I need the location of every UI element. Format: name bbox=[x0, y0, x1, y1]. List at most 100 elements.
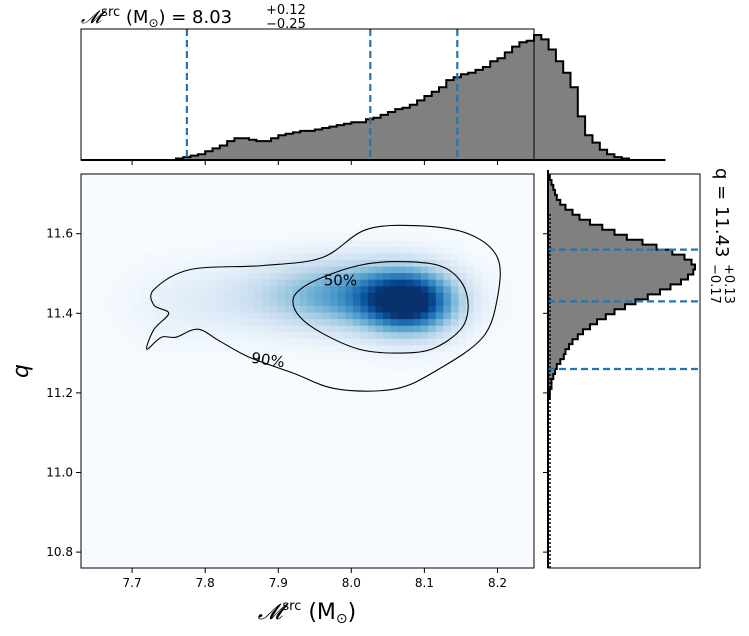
heatmap-cell bbox=[247, 318, 256, 326]
heatmap-cell bbox=[390, 364, 399, 372]
heatmap-cell bbox=[247, 233, 256, 241]
heatmap-cell bbox=[247, 298, 256, 306]
heatmap-cell bbox=[209, 285, 218, 293]
heatmap-cell bbox=[254, 259, 263, 267]
heatmap-cell bbox=[307, 252, 316, 260]
heatmap-cell bbox=[322, 252, 331, 260]
heatmap-cell bbox=[398, 246, 407, 254]
heatmap-cell bbox=[337, 259, 346, 267]
heatmap-cell bbox=[375, 246, 384, 254]
heatmap-cell bbox=[367, 357, 377, 366]
heatmap-cell bbox=[496, 318, 505, 326]
heatmap-cell bbox=[247, 239, 256, 247]
heatmap-cell bbox=[292, 272, 301, 280]
heatmap-cell bbox=[194, 246, 203, 254]
heatmap-cell bbox=[352, 325, 361, 333]
heatmap-cell bbox=[292, 285, 301, 293]
heatmap-cell bbox=[292, 344, 301, 352]
heatmap-cell bbox=[337, 344, 346, 352]
heatmap-cell bbox=[337, 311, 346, 320]
heatmap-cell bbox=[164, 298, 173, 306]
heatmap-cell bbox=[209, 311, 218, 320]
heatmap-cell bbox=[315, 331, 324, 339]
heatmap-cell bbox=[224, 351, 233, 359]
heatmap-cell bbox=[232, 311, 241, 320]
heatmap-cell bbox=[300, 318, 309, 326]
heatmap-cell bbox=[435, 357, 444, 366]
heatmap-cell bbox=[141, 338, 150, 346]
heatmap-cell bbox=[148, 305, 158, 313]
heatmap-cell bbox=[179, 246, 188, 254]
heatmap-cell bbox=[232, 252, 241, 260]
heatmap-cell bbox=[330, 265, 339, 274]
heatmap-cell bbox=[398, 325, 407, 333]
heatmap-cell bbox=[179, 272, 188, 280]
heatmap-cell bbox=[503, 311, 512, 320]
heatmap-cell bbox=[503, 305, 512, 313]
heatmap-cell bbox=[390, 338, 399, 346]
heatmap-cell bbox=[254, 325, 263, 333]
heatmap-cell bbox=[307, 292, 316, 300]
heatmap-cell bbox=[398, 285, 407, 293]
heatmap-cell bbox=[360, 318, 369, 326]
heatmap-cell bbox=[458, 265, 467, 274]
y-marginal-title-minus: −0.17 bbox=[707, 264, 722, 304]
heatmap-cell bbox=[232, 279, 241, 287]
heatmap-cell bbox=[367, 331, 377, 339]
heatmap-cell bbox=[405, 357, 414, 366]
heatmap-cell bbox=[352, 272, 361, 280]
heatmap-cell bbox=[133, 272, 142, 280]
heatmap-cell bbox=[330, 252, 339, 260]
heatmap-cell bbox=[126, 318, 135, 326]
heatmap-cell bbox=[458, 239, 467, 247]
heatmap-cell bbox=[277, 311, 286, 320]
heatmap-cell bbox=[315, 338, 324, 346]
y-axis-label: q bbox=[9, 364, 34, 378]
heatmap-cell bbox=[435, 285, 444, 293]
heatmap-cell bbox=[322, 279, 331, 287]
heatmap-cell bbox=[171, 259, 180, 267]
heatmap-cell bbox=[209, 259, 218, 267]
heatmap-cell bbox=[420, 325, 429, 333]
heatmap-cell bbox=[284, 351, 293, 359]
heatmap-cell bbox=[413, 318, 422, 326]
heatmap-cell bbox=[292, 265, 301, 274]
heatmap-cell bbox=[367, 344, 377, 352]
heatmap-cell bbox=[488, 305, 497, 313]
y-tick-label: 11.0 bbox=[46, 466, 73, 480]
x-tick-label: 7.8 bbox=[196, 576, 215, 590]
heatmap-cell bbox=[352, 239, 361, 247]
heatmap-cell bbox=[201, 285, 210, 293]
heatmap-cell bbox=[413, 357, 422, 366]
heatmap-cell bbox=[269, 351, 278, 359]
heatmap-cell bbox=[345, 338, 354, 346]
heatmap-cell bbox=[103, 311, 112, 320]
heatmap-cell bbox=[194, 252, 203, 260]
x-marginal-title: 𝓜src (M⊙) = 8.03 bbox=[81, 5, 232, 30]
heatmap-cell bbox=[488, 265, 497, 274]
heatmap-cell bbox=[179, 298, 188, 306]
heatmap-cell bbox=[179, 279, 188, 287]
heatmap-cell bbox=[337, 239, 346, 247]
heatmap-cell bbox=[428, 233, 437, 241]
heatmap-cell bbox=[232, 272, 241, 280]
heatmap-cell bbox=[300, 285, 309, 293]
heatmap-cell bbox=[247, 344, 256, 352]
heatmap-cell bbox=[443, 259, 452, 267]
heatmap-cell bbox=[315, 325, 324, 333]
heatmap-cell bbox=[473, 318, 482, 326]
heatmap-cell bbox=[284, 285, 293, 293]
heatmap-cell bbox=[201, 292, 210, 300]
heatmap-cell bbox=[232, 259, 241, 267]
heatmap-cell bbox=[503, 298, 512, 306]
heatmap-cell bbox=[254, 285, 263, 293]
heatmap-cell bbox=[420, 318, 429, 326]
heatmap-cell bbox=[277, 344, 286, 352]
heatmap-cell bbox=[315, 272, 324, 280]
heatmap-cell bbox=[307, 285, 316, 293]
heatmap-cell bbox=[292, 331, 301, 339]
heatmap-cell bbox=[383, 233, 392, 241]
heatmap-cell bbox=[450, 292, 460, 300]
heatmap-cell bbox=[450, 279, 460, 287]
heatmap-cell bbox=[224, 239, 233, 247]
